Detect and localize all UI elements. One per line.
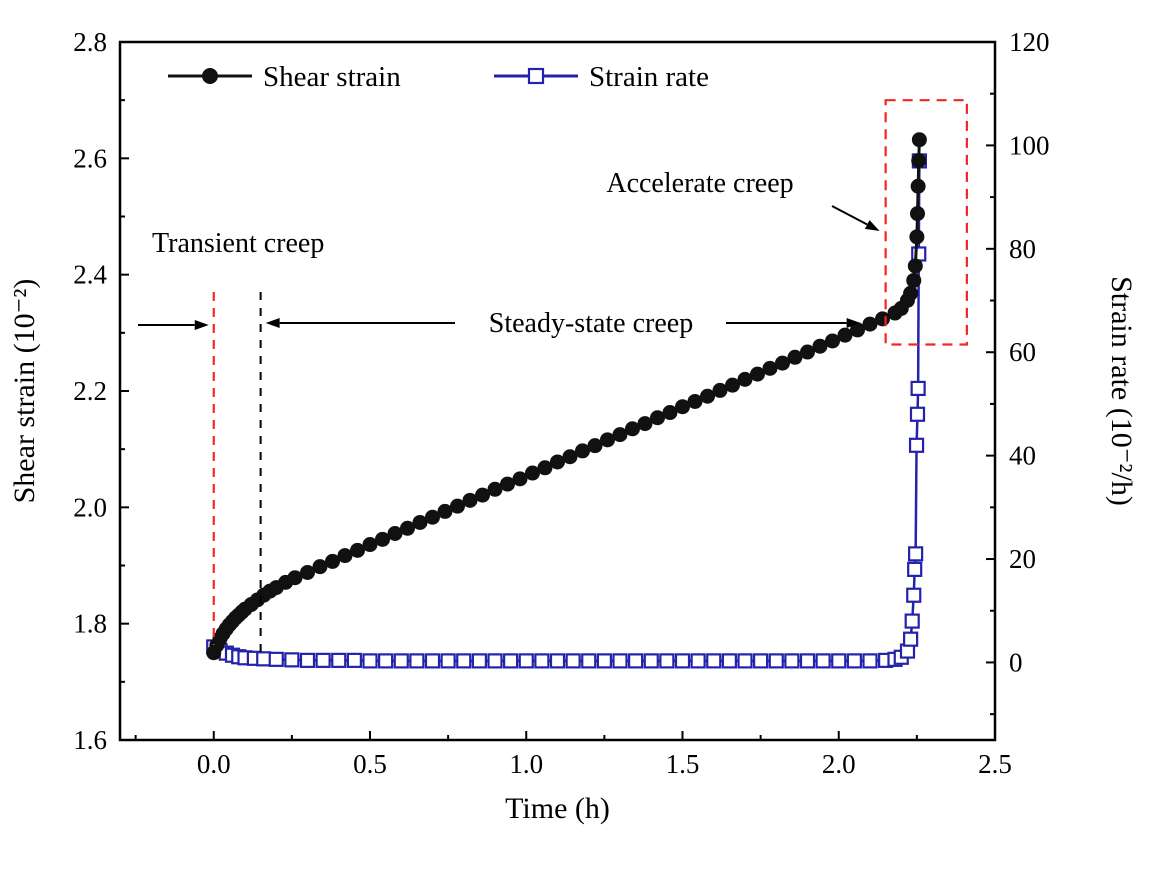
y-right-tick-label: 20 xyxy=(1009,544,1036,574)
y-left-tick-label: 2.6 xyxy=(73,143,107,173)
y-right-tick-label: 80 xyxy=(1009,234,1036,264)
y-left-axis-title: Shear strain (10⁻²) xyxy=(8,279,41,504)
annotation-transient-creep: Transient creep xyxy=(138,228,324,660)
y-left-tick-label: 2.4 xyxy=(73,260,107,290)
y-right-axis-title: Strain rate (10⁻²/h) xyxy=(1105,276,1138,506)
steady-state-creep-label: Steady-state creep xyxy=(489,308,693,339)
y-left-tick-label: 2.2 xyxy=(73,376,107,406)
transient-creep-label: Transient creep xyxy=(152,228,324,259)
legend-marker-shear-strain xyxy=(202,68,218,84)
x-axis: 0.0 0.5 1.0 1.5 2.0 2.5 Time (h) xyxy=(134,731,1012,825)
x-tick-label: 2.0 xyxy=(822,749,856,779)
y-axis-left: 1.6 1.8 2.0 2.2 2.4 2.6 2.8 Shear strain (10⁻²) xyxy=(8,27,129,755)
y-left-tick-label: 2.0 xyxy=(73,492,107,522)
y-right-tick-label: 60 xyxy=(1009,337,1036,367)
legend: Shear strain Strain rate xyxy=(168,61,709,93)
x-axis-title: Time (h) xyxy=(505,792,610,825)
x-tick-label: 1.0 xyxy=(509,749,543,779)
y-left-tick-label: 2.8 xyxy=(73,27,107,57)
annotation-steady-state-creep: Steady-state creep xyxy=(265,308,861,339)
x-tick-label: 1.5 xyxy=(666,749,700,779)
plot-frame xyxy=(118,40,997,742)
x-tick-label: 0.5 xyxy=(353,749,387,779)
y-right-tick-label: 120 xyxy=(1009,27,1050,57)
legend-label-strain-rate: Strain rate xyxy=(589,61,709,93)
y-right-tick-label: 100 xyxy=(1009,130,1050,160)
y-right-tick-label: 0 xyxy=(1009,647,1023,677)
y-right-tick-label: 40 xyxy=(1009,441,1036,471)
annotation-accelerate-creep: Accelerate creep xyxy=(606,99,968,346)
y-left-tick-label: 1.8 xyxy=(73,609,107,639)
legend-label-shear-strain: Shear strain xyxy=(263,61,401,93)
x-tick-label: 0.0 xyxy=(197,749,231,779)
legend-marker-strain-rate xyxy=(527,67,545,85)
y-axis-right: 0 20 40 60 80 100 120 Strain rate (10⁻²/h) xyxy=(986,27,1138,716)
y-left-tick-label: 1.6 xyxy=(73,725,107,755)
x-tick-label: 2.5 xyxy=(978,749,1012,779)
accelerate-creep-label: Accelerate creep xyxy=(606,168,793,199)
